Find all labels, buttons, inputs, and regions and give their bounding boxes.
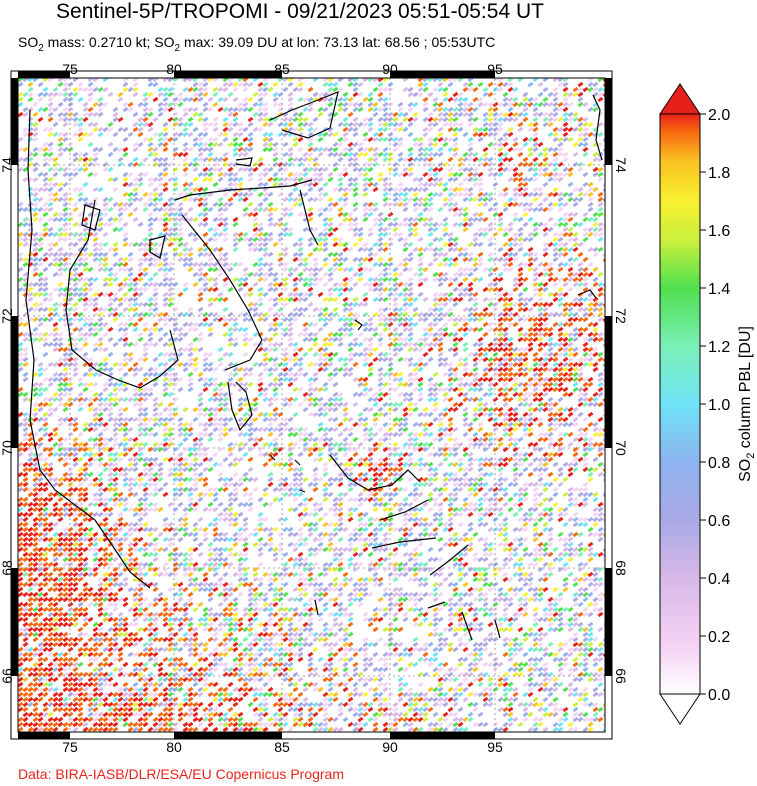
lat-tick-left: 68 (0, 560, 15, 576)
colorbar-tick-label: 0.6 (708, 513, 730, 530)
lat-tick-left: 74 (0, 157, 15, 173)
colorbar-tick-label: 0.0 (708, 687, 730, 704)
colorbar-title: SO2 column PBL [DU] (737, 326, 757, 482)
lon-tick-top: 75 (62, 61, 78, 77)
lon-tick-bottom: 80 (166, 739, 182, 755)
colorbar-tick-label: 0.4 (708, 571, 730, 588)
plot-area (18, 78, 605, 732)
map-frame (10, 70, 613, 740)
coastlines (25, 91, 603, 641)
colorbar-tick-label: 0.2 (708, 629, 730, 646)
colorbar-gradient (659, 113, 701, 695)
lon-tick-top: 80 (166, 61, 182, 77)
lat-tick-left: 72 (0, 308, 15, 324)
colorbar-min-arrow (659, 693, 701, 725)
lat-tick-left: 70 (0, 440, 15, 456)
map-subtitle: SO2 mass: 0.2710 kt; SO2 max: 39.09 DU a… (18, 33, 495, 58)
colorbar-tick-label: 1.4 (708, 281, 730, 298)
lat-labels-right: 74 72 70 68 66 (613, 157, 629, 684)
lon-labels-bottom: 75 80 85 90 95 (62, 739, 503, 755)
data-credit: Data: BIRA-IASB/DLR/ESA/EU Copernicus Pr… (18, 766, 345, 782)
lat-tick-left: 66 (0, 668, 15, 684)
colorbar-title-sub: 2 (745, 453, 757, 459)
subtitle-so: SO (18, 34, 39, 50)
colorbar-tick-label: 1.8 (708, 165, 730, 182)
subtitle-sub2: 2 (174, 42, 181, 54)
colorbar-max-arrow (659, 83, 701, 115)
lat-labels-left: 74 72 70 68 66 (0, 157, 15, 684)
lat-tick-right: 66 (613, 668, 629, 684)
graticule (18, 78, 605, 732)
map-title: Sentinel-5P/TROPOMI - 09/21/2023 05:51-0… (56, 0, 544, 23)
colorbar-tick-label: 0.8 (708, 455, 730, 472)
lon-tick-top: 90 (382, 61, 398, 77)
lon-tick-bottom: 85 (274, 739, 290, 755)
lat-tick-right: 70 (613, 440, 629, 456)
colorbar-tick-label: 1.2 (708, 339, 730, 356)
colorbar-tick-label: 1.0 (708, 397, 730, 414)
lon-tick-bottom: 75 (62, 739, 78, 755)
subtitle-rest: max: 39.09 DU at lon: 73.13 lat: 68.56 ;… (180, 34, 496, 50)
lon-labels-top: 75 80 85 90 95 (62, 61, 503, 77)
lat-tick-right: 68 (613, 560, 629, 576)
subtitle-mass: mass: 0.2710 kt; SO (43, 34, 175, 50)
colorbar-title-so: SO (737, 459, 754, 482)
lon-tick-bottom: 90 (382, 739, 398, 755)
colorbar-tick-label: 1.6 (708, 223, 730, 240)
lat-tick-right: 74 (613, 157, 629, 173)
colorbar: 2.0 1.8 1.6 1.4 1.2 1.0 0.8 0.6 0.4 0.2 0.0 SO2 co… (659, 83, 757, 725)
lat-tick-right: 72 (613, 308, 629, 324)
colorbar-title-rest: column PBL [DU] (737, 326, 754, 453)
lon-tick-top: 95 (487, 61, 503, 77)
subtitle-sub: 2 (38, 42, 44, 54)
colorbar-tick-label: 2.0 (708, 107, 730, 124)
lon-tick-bottom: 95 (487, 739, 503, 755)
lon-tick-top: 85 (274, 61, 290, 77)
